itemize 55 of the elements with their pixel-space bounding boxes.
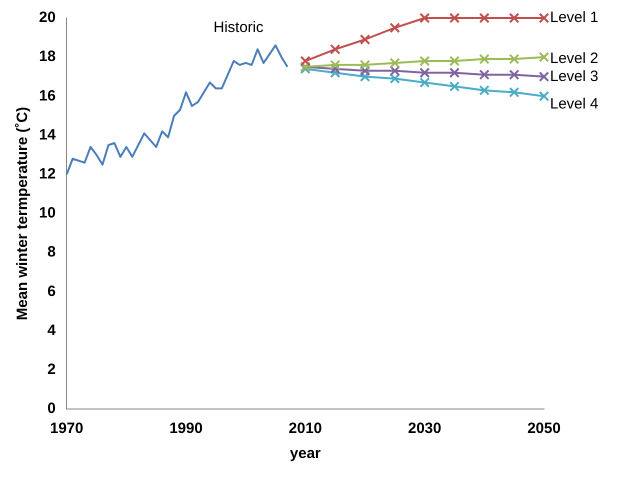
series-label: Historic (213, 19, 264, 36)
point (419, 77, 430, 88)
point (390, 22, 400, 34)
y-tick-label: 10 (38, 204, 56, 222)
y-tick-label: 8 (47, 244, 56, 261)
series-label: Level 1 (550, 9, 598, 26)
x-tick-label: 2010 (288, 420, 322, 438)
point (330, 64, 340, 74)
y-tick-label: 14 (38, 126, 56, 144)
point (390, 58, 400, 68)
point (390, 73, 400, 84)
point (538, 52, 550, 62)
point (508, 54, 520, 64)
y-tick-label: 0 (47, 400, 56, 418)
point (419, 56, 430, 66)
y-tick-label: 6 (47, 282, 56, 300)
point (449, 68, 460, 78)
point (508, 87, 520, 98)
y-tick-label: 12 (38, 166, 56, 183)
x-tick-label: 2030 (408, 420, 442, 438)
point (479, 12, 490, 24)
series-label: Level 3 (550, 68, 598, 85)
point (449, 81, 460, 92)
point (479, 54, 490, 64)
point (360, 34, 370, 45)
y-tick-label: 18 (38, 48, 56, 66)
series-label: Level 2 (550, 50, 598, 68)
point (330, 60, 340, 70)
point (330, 44, 340, 55)
y-tick-label: 20 (38, 9, 56, 26)
point (449, 56, 460, 66)
point (300, 56, 311, 66)
point (508, 69, 520, 80)
x-axis-title: year (290, 445, 321, 462)
x-tick-label: 1970 (50, 420, 84, 438)
point (419, 12, 430, 24)
point (449, 12, 460, 24)
point (360, 71, 370, 82)
series-label: Level 4 (550, 95, 598, 112)
point (479, 69, 490, 80)
point (360, 60, 370, 70)
y-tick-label: 16 (38, 87, 56, 104)
y-tick-label: 4 (47, 322, 56, 339)
x-tick-label: 1990 (169, 420, 203, 438)
y-axis-title: Mean winter termperature (˚C) (14, 106, 32, 320)
point (479, 85, 490, 96)
point (538, 71, 550, 82)
y-tick-label: 2 (47, 361, 56, 378)
x-tick-label: 2050 (527, 420, 561, 438)
point (360, 66, 370, 76)
point (508, 12, 520, 24)
point (419, 68, 430, 78)
point (538, 12, 550, 24)
point (538, 90, 550, 102)
point (390, 66, 400, 76)
